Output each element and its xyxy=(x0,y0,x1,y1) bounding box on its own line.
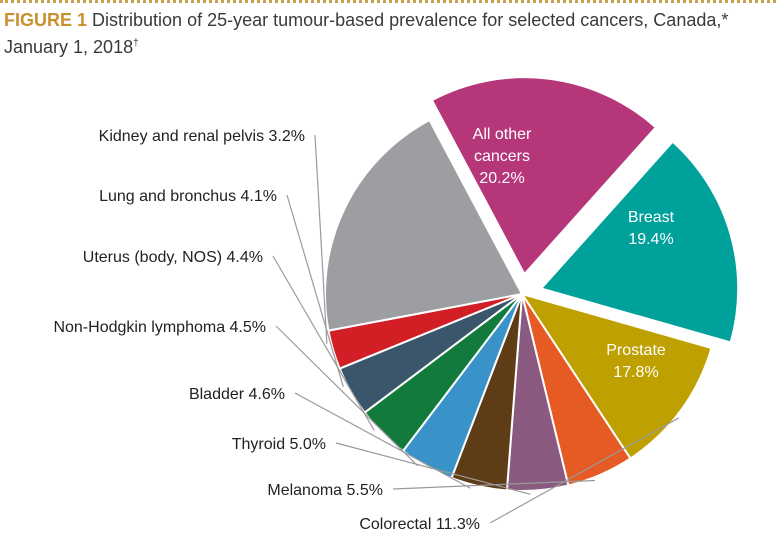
figure-title-dagger: † xyxy=(133,38,139,49)
slice-label-all-other-cancers-value: 20.2% xyxy=(479,170,524,187)
leader-line-non-hodgkin-lymphoma xyxy=(275,325,419,467)
leader-lines xyxy=(272,134,679,524)
leader-line-bladder xyxy=(294,392,471,489)
slice-label-uterus-body-nos: Uterus (body, NOS) 4.4% xyxy=(83,249,263,266)
leader-line-colorectal xyxy=(489,417,679,524)
slice-label-thyroid: Thyroid 5.0% xyxy=(232,436,326,453)
pie-slice-colorectal xyxy=(519,292,713,460)
leader-line-lung-and-bronchus xyxy=(286,194,344,387)
slice-label-breast-line1: Breast xyxy=(628,209,675,226)
pie-slice-breast xyxy=(430,76,658,276)
pie-slice-all-other-cancers xyxy=(324,118,524,332)
slice-labels: Breast 19.4% Prostate 17.8% Colorectal 11.3%… xyxy=(53,126,674,533)
slice-label-prostate-value: 17.8% xyxy=(613,364,658,381)
figure-title: FIGURE 1 Distribution of 25-year tumour-… xyxy=(4,8,764,59)
figure-title-line2: January 1, 2018 xyxy=(4,37,134,57)
slice-label-bladder: Bladder 4.6% xyxy=(189,386,285,403)
slice-label-all-other-cancers-line1: All other xyxy=(473,126,532,143)
slice-label-kidney-and-renal-pelvis: Kidney and renal pelvis 3.2% xyxy=(99,128,305,145)
slice-label-colorectal: Colorectal 11.3% xyxy=(359,516,480,533)
slice-label-all-other-cancers-line2: cancers xyxy=(474,148,530,165)
slice-label-breast-value: 19.4% xyxy=(628,231,673,248)
pie-slices xyxy=(324,76,740,492)
slice-label-prostate-line1: Prostate xyxy=(606,342,666,359)
slice-label-non-hodgkin-lymphoma: Non-Hodgkin lymphoma 4.5% xyxy=(53,319,266,336)
leader-line-kidney-and-renal-pelvis xyxy=(314,134,328,344)
figure-title-line1: Distribution of 25-year tumour-based pre… xyxy=(92,10,729,30)
top-dotted-rule xyxy=(0,0,776,3)
slice-label-lung-and-bronchus: Lung and bronchus 4.1% xyxy=(99,188,277,205)
slice-label-melanoma: Melanoma 5.5% xyxy=(267,482,383,499)
figure-label: FIGURE 1 xyxy=(4,10,88,30)
pie-slice-prostate xyxy=(539,140,740,344)
leader-line-uterus-body-nos xyxy=(272,255,375,431)
